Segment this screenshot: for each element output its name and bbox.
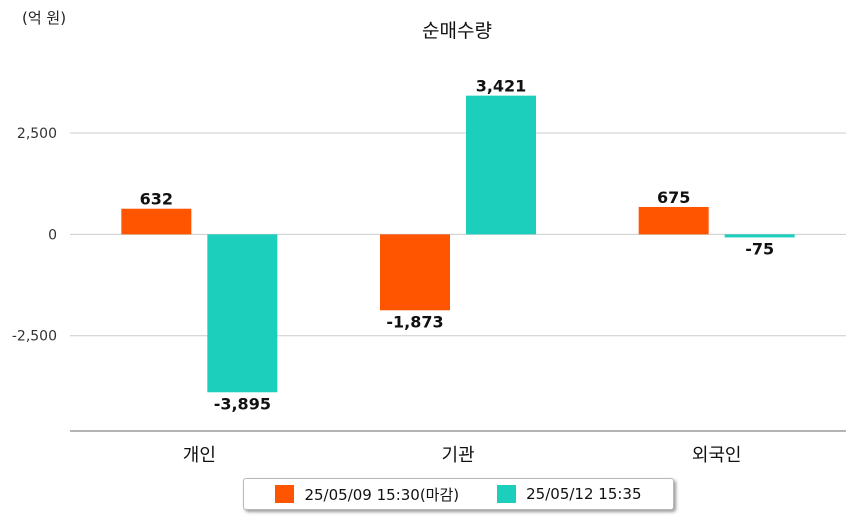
chart-title: 순매수량 [422,20,492,42]
legend-swatch-series-2 [497,485,517,503]
legend-label-series-1: 25/05/09 15:30(마감) [304,485,460,504]
bar-series-2[interactable] [724,234,795,238]
data-label: 675 [657,188,690,207]
bar-series-1[interactable] [121,208,192,235]
bar-series-2[interactable] [466,95,536,235]
data-label: -75 [745,239,774,258]
y-tick-label: 0 [48,227,57,243]
legend-swatch-series-1 [275,485,295,503]
chart-legend: 25/05/09 15:30(마감) 25/05/12 15:35 [243,478,674,510]
bar-series-1[interactable] [638,206,709,235]
y-tick-label: -2,500 [12,329,57,345]
bar-series-2[interactable] [207,234,278,393]
data-label: -1,873 [386,312,443,331]
legend-item-series-2[interactable]: 25/05/12 15:35 [497,485,642,503]
data-label: 632 [140,190,173,209]
bar-series-1[interactable] [380,234,450,311]
x-tick-label: 외국인 [692,445,742,466]
bar-chart: (억 원) 순매수량 2,500 0 -2,500 632 -3,895 개인 -1,87… [12,9,846,466]
legend-label-series-2: 25/05/12 15:35 [526,485,642,503]
y-tick-label: 2,500 [17,126,57,142]
legend-item-series-1[interactable]: 25/05/09 15:30(마감) [275,484,459,505]
data-label: 3,421 [476,77,527,96]
unit-label: (억 원) [22,9,66,27]
x-tick-label: 개인 [183,445,216,466]
data-label: -3,895 [214,394,271,413]
x-tick-label: 기관 [441,445,474,466]
